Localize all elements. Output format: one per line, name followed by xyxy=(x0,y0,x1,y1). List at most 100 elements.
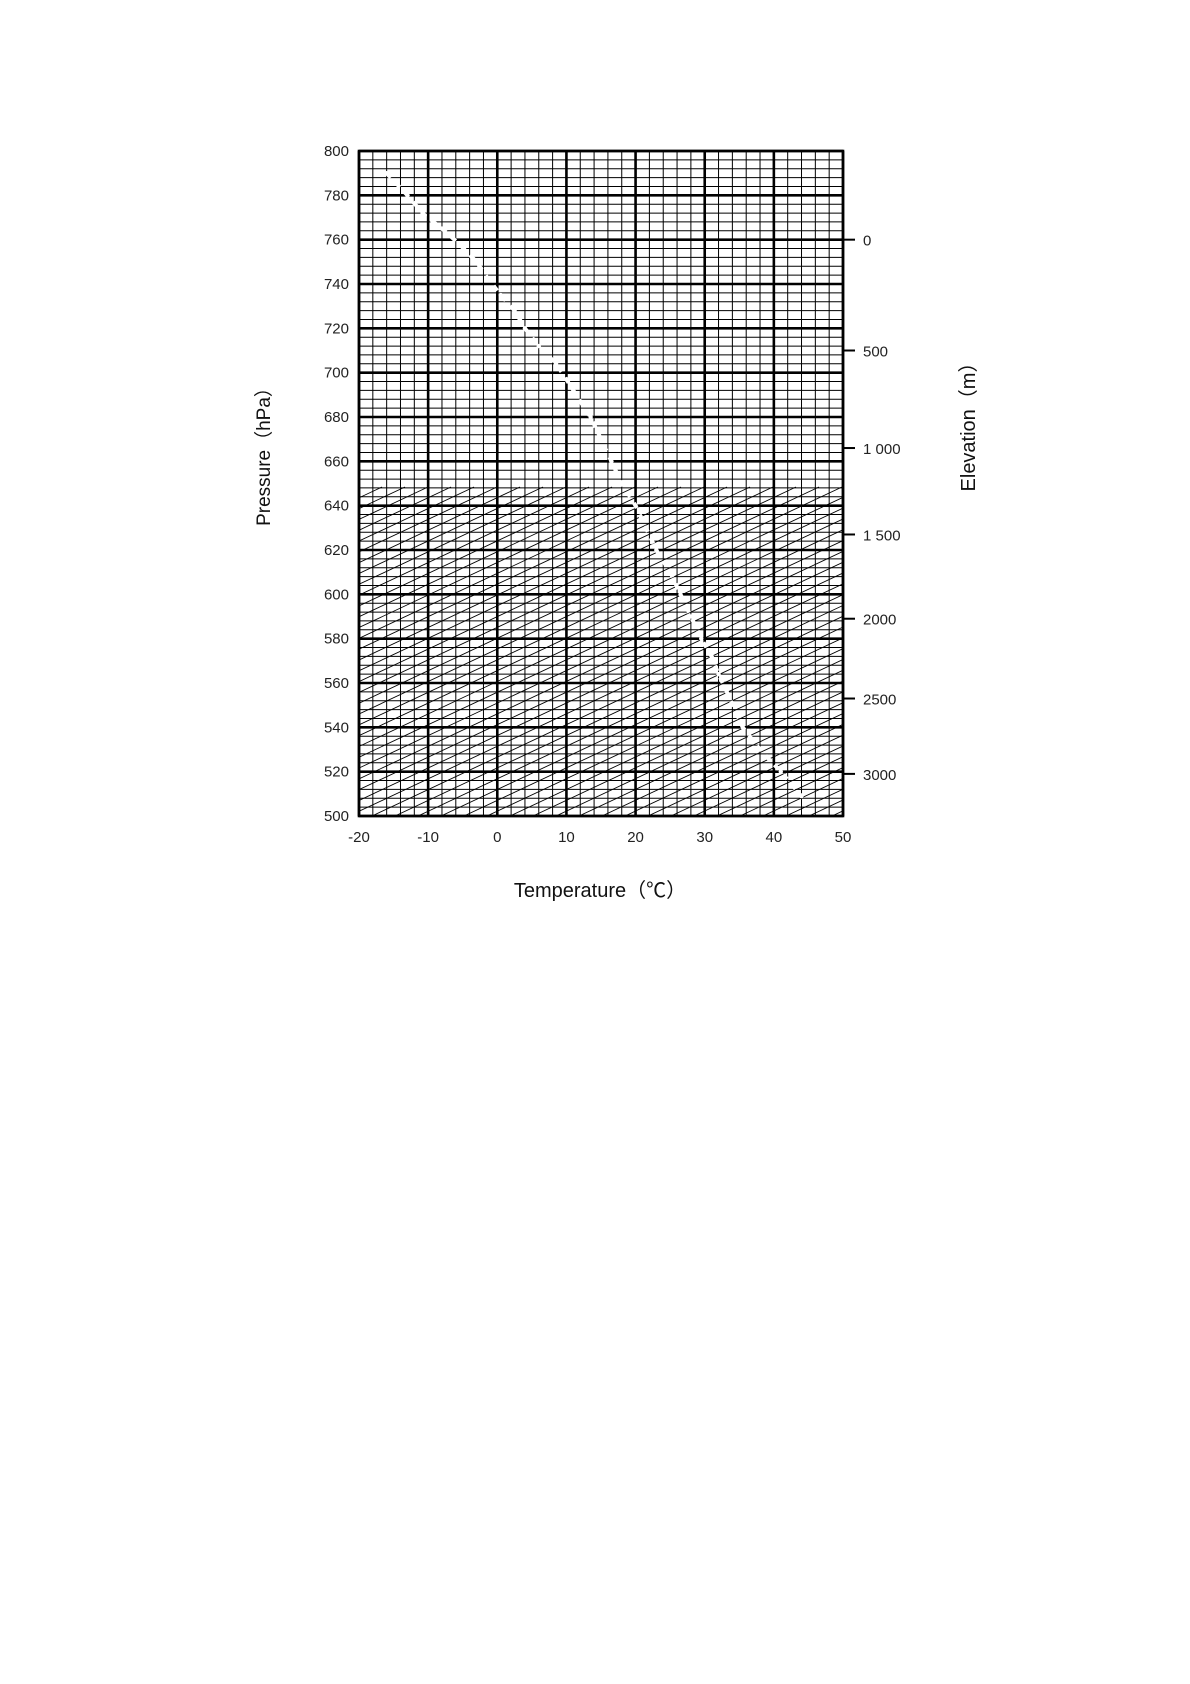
diagonal-line xyxy=(578,691,843,816)
profile-point xyxy=(778,769,783,774)
diagonal-line xyxy=(359,486,797,693)
profile-point xyxy=(484,275,490,280)
x-axis-ticks: -20 -10 0 10 20 30 40 50 xyxy=(348,829,851,846)
x-axis-title: Temperature（℃） xyxy=(514,879,686,902)
diagonal-line xyxy=(359,583,843,812)
elevation-tick-label: 0 xyxy=(863,233,871,250)
diagonal-line xyxy=(394,604,843,816)
y-tick-label: 520 xyxy=(324,764,349,781)
y-tick-label: 620 xyxy=(324,542,349,559)
elevation-tick-label: 1 000 xyxy=(863,441,901,458)
profile-point xyxy=(688,614,694,619)
profile-point xyxy=(740,725,745,730)
profile-point xyxy=(522,326,528,331)
plot-frame xyxy=(357,149,845,818)
diagonal-line xyxy=(359,486,774,683)
diagonal-line xyxy=(555,680,843,816)
y-axis-title: Pressure（hPa） xyxy=(253,378,275,526)
plot-border xyxy=(357,149,845,818)
diagonal-line xyxy=(532,669,843,816)
elevation-tick-label: 500 xyxy=(863,344,888,361)
elevation-axis-title: Elevation（m） xyxy=(957,353,980,492)
x-tick-label: 20 xyxy=(627,829,644,846)
elevation-tick-label: 2500 xyxy=(863,692,896,709)
profile-point xyxy=(564,377,569,382)
elevation-tick-label: 3000 xyxy=(863,767,896,784)
profile-point xyxy=(598,436,604,442)
y-tick-label: 780 xyxy=(324,187,349,204)
diagonal-line xyxy=(359,486,636,618)
profile-point xyxy=(422,213,427,218)
plot-area xyxy=(359,151,843,816)
elevation-tick-label: 1 500 xyxy=(863,527,901,544)
profile-line xyxy=(385,171,804,798)
y-tick-label: 600 xyxy=(324,586,349,603)
profile-point xyxy=(757,747,763,752)
diagonal-line xyxy=(509,658,843,816)
diagonal-line xyxy=(359,572,843,801)
profile-point xyxy=(726,694,732,699)
x-tick-label: -20 xyxy=(348,829,370,846)
diagonal-line xyxy=(359,486,498,553)
diagonal-line xyxy=(359,486,567,585)
profile-point xyxy=(654,547,659,553)
diagonal-line xyxy=(359,518,843,747)
y-tick-label: 760 xyxy=(324,232,349,249)
x-tick-label: 10 xyxy=(558,829,575,846)
diagonal-line xyxy=(371,594,843,816)
diagonal-line xyxy=(359,486,682,639)
profile-point xyxy=(512,308,517,313)
diagonal-line xyxy=(359,486,705,650)
y-tick-label: 800 xyxy=(324,143,349,160)
diagonal-line xyxy=(601,702,843,816)
y-tick-label: 580 xyxy=(324,631,349,648)
profile-point xyxy=(578,399,583,404)
y-tick-label: 740 xyxy=(324,276,349,293)
diagonal-line xyxy=(359,486,820,704)
elevation-axis-ticks: 0 500 1 000 1 500 2000 2500 3000 xyxy=(843,233,901,784)
x-tick-label: 0 xyxy=(493,829,501,846)
profile-point xyxy=(619,481,624,486)
x-tick-label: -10 xyxy=(417,829,439,846)
diagonal-line xyxy=(624,713,843,816)
diagonal-line xyxy=(359,486,728,661)
x-tick-label: 50 xyxy=(835,829,852,846)
profile-point xyxy=(633,503,638,508)
elevation-tick-label: 2000 xyxy=(863,612,896,629)
profile-point xyxy=(799,793,804,799)
diagonal-line xyxy=(359,486,613,607)
diagonal-line xyxy=(486,648,843,816)
profile-point xyxy=(609,459,614,464)
y-tick-label: 500 xyxy=(324,808,349,825)
diagonal-line xyxy=(670,734,843,816)
sounding-profile xyxy=(384,170,804,799)
diagonal-line xyxy=(359,540,843,769)
diagonal-line xyxy=(417,615,843,816)
profile-point xyxy=(678,592,683,597)
profile-point xyxy=(474,259,479,265)
plot-background xyxy=(359,151,843,816)
x-tick-label: 30 xyxy=(696,829,713,846)
profile-point xyxy=(667,569,673,575)
diagonal-line xyxy=(693,745,843,816)
y-tick-label: 700 xyxy=(324,365,349,382)
diagonal-line xyxy=(359,486,521,564)
profile-point xyxy=(439,226,445,231)
x-tick-label: 40 xyxy=(766,829,783,846)
y-tick-label: 540 xyxy=(324,719,349,736)
diagonal-line xyxy=(359,561,843,791)
diagonal-line xyxy=(440,626,843,816)
profile-point xyxy=(457,241,462,247)
profile-point xyxy=(384,170,389,176)
profile-point xyxy=(716,671,721,677)
profile-point xyxy=(405,193,410,198)
diagonal-line xyxy=(359,486,659,629)
diagonal-line xyxy=(359,507,843,737)
profile-point xyxy=(709,654,714,659)
profile-point xyxy=(553,361,559,366)
diagonal-line xyxy=(359,550,843,780)
y-axis-ticks: 500 520 540 560 580 600 620 640 660 680 700 720 740 7… xyxy=(324,143,349,825)
y-tick-label: 660 xyxy=(324,453,349,470)
diagonal-line xyxy=(359,486,590,596)
